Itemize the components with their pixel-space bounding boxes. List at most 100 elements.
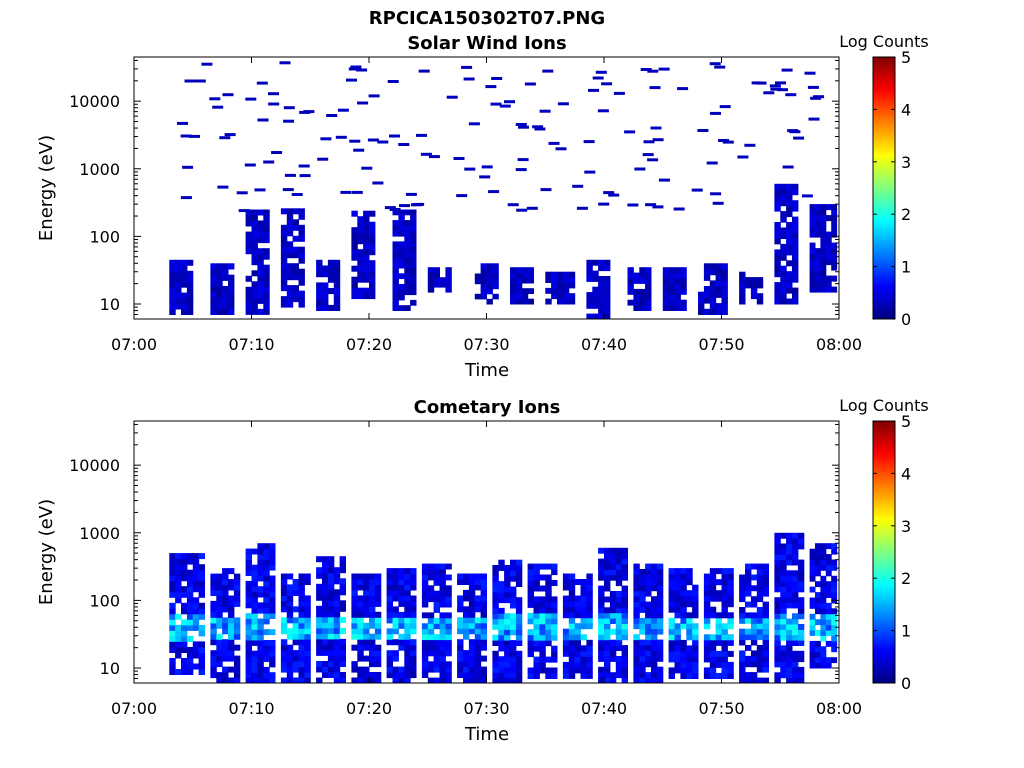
heatmap-cell: [686, 612, 693, 619]
heatmap-cell: [363, 666, 370, 673]
heatmap-cell: [433, 645, 440, 651]
heatmap-cell: [169, 602, 176, 609]
heatmap-cell: [580, 667, 587, 674]
heatmap-cell: [322, 594, 329, 601]
heatmap-cell: [703, 612, 711, 619]
heatmap-cell: [703, 584, 711, 591]
heatmap-cell: [586, 297, 593, 304]
heatmap-cell: [831, 657, 838, 664]
heatmap-cell: [228, 650, 235, 657]
heatmap-cell: [633, 639, 640, 646]
heatmap-cell: [263, 286, 270, 293]
heatmap-cell: [692, 661, 699, 668]
heatmap-cell: [715, 650, 722, 657]
heatmap-cell: [327, 633, 335, 640]
heatmap-cell: [521, 288, 529, 294]
heatmap-cell: [404, 622, 411, 629]
heatmap-cell: [445, 563, 452, 570]
heatmap-cell: [677, 87, 689, 91]
heatmap-cell: [515, 629, 523, 636]
heatmap-cell: [715, 661, 722, 668]
heatmap-cell: [504, 666, 511, 673]
heatmap-cell: [398, 611, 405, 618]
heatmap-cell: [820, 608, 827, 615]
heatmap-cell: [498, 672, 505, 679]
heatmap-cell: [433, 607, 440, 613]
heatmap-cell: [280, 252, 288, 259]
heatmap-cell: [786, 249, 793, 256]
heatmap-cell: [809, 651, 816, 658]
heatmap-cell: [363, 639, 370, 646]
heatmap-cell: [621, 601, 628, 608]
heatmap-cell: [780, 276, 787, 283]
heatmap-cell: [780, 287, 787, 294]
heatmap-cell: [604, 292, 611, 298]
heatmap-cell: [504, 575, 511, 582]
heatmap-cell: [515, 613, 523, 620]
heatmap-cell: [222, 568, 229, 575]
heatmap-cell: [433, 277, 440, 283]
heatmap-cell: [510, 565, 517, 571]
heatmap-cell: [198, 575, 205, 582]
heatmap-cell: [809, 215, 816, 222]
heatmap-cell: [709, 291, 717, 298]
heatmap-cell: [604, 564, 611, 570]
heatmap-cell: [792, 265, 799, 272]
heatmap-cell: [263, 275, 270, 282]
heatmap-cell: [825, 640, 832, 647]
heatmap-cell: [398, 639, 405, 646]
heatmap-cell: [369, 661, 376, 668]
heatmap-cell: [298, 230, 305, 237]
heatmap-cell: [780, 554, 787, 561]
heatmap-cell: [410, 650, 417, 657]
heatmap-cell: [404, 573, 411, 580]
heatmap-cell: [533, 645, 540, 652]
heatmap-cell: [251, 209, 258, 216]
heatmap-cell: [386, 639, 393, 646]
heatmap-cell: [633, 612, 640, 619]
heatmap-cell: [353, 148, 365, 152]
heatmap-cell: [418, 69, 430, 73]
heatmap-cell: [604, 553, 611, 560]
heatmap-cell: [468, 584, 476, 591]
heatmap-cell: [169, 569, 176, 576]
heatmap-cell: [263, 543, 270, 550]
heatmap-cell: [363, 677, 370, 683]
heatmap-cell: [333, 259, 341, 266]
heatmap-cell: [169, 586, 176, 593]
heatmap-cell: [257, 645, 264, 652]
heatmap-cell: [392, 639, 399, 646]
heatmap-cell: [831, 253, 838, 260]
heatmap-cell: [327, 638, 335, 645]
heatmap-cell: [604, 607, 611, 614]
heatmap-cell: [621, 569, 628, 576]
heatmap-cell: [351, 584, 358, 591]
heatmap-cell: [703, 595, 711, 602]
heatmap-cell: [298, 584, 305, 591]
heatmap-cell: [774, 650, 781, 657]
heatmap-cell: [257, 623, 264, 630]
heatmap-cell: [439, 601, 446, 608]
heatmap-cell: [245, 623, 252, 630]
heatmap-cell: [322, 644, 329, 651]
heatmap-cell: [527, 601, 534, 608]
heatmap-cell: [831, 624, 838, 631]
heatmap-cell: [709, 584, 717, 591]
heatmap-cell: [327, 622, 335, 629]
heatmap-cell: [820, 209, 827, 216]
heatmap-cell: [815, 662, 821, 669]
heatmap-cell: [404, 236, 411, 242]
heatmap-cell: [604, 677, 611, 683]
heatmap-cell: [245, 597, 252, 603]
heatmap-cell: [709, 639, 717, 646]
heatmap-cell: [774, 656, 781, 663]
heatmap-cell: [831, 630, 838, 636]
heatmap-cell: [780, 249, 787, 256]
heatmap-cell: [580, 590, 587, 597]
heatmap-cell: [228, 297, 235, 304]
heatmap-cell: [680, 601, 687, 608]
heatmap-cell: [604, 650, 611, 657]
heatmap-cell: [351, 227, 358, 234]
heatmap-cell: [539, 563, 546, 570]
